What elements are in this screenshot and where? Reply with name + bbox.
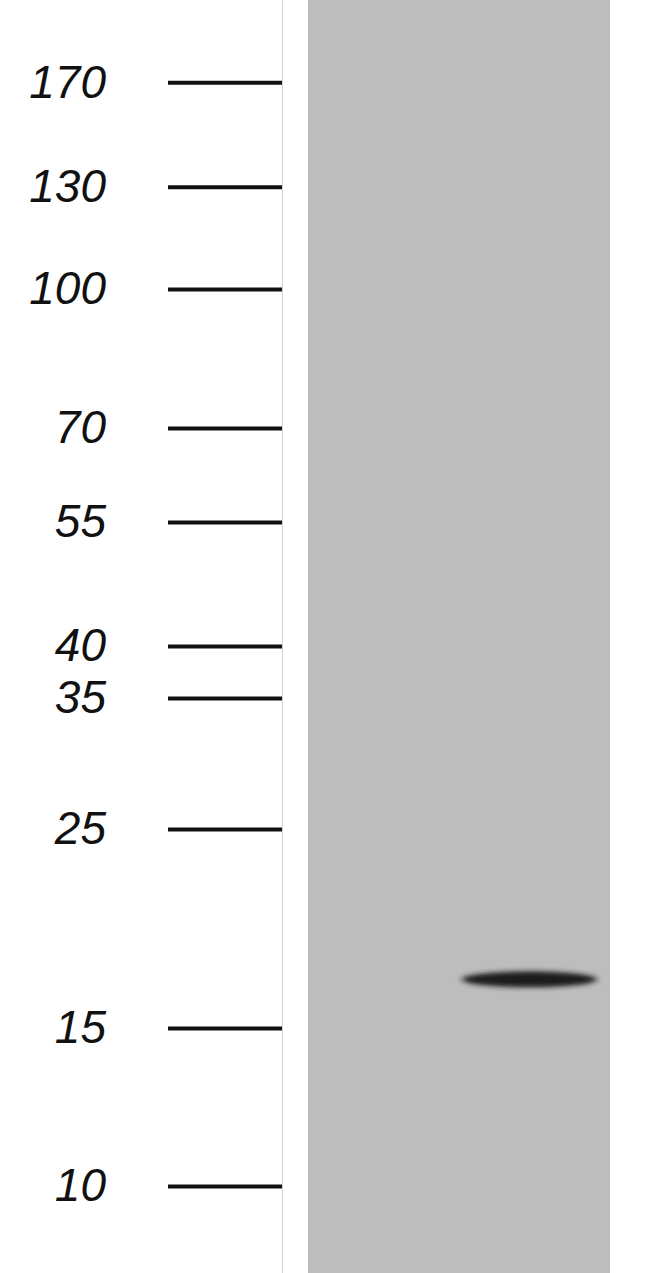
tick-mark [168, 81, 282, 85]
tick-label: 25 [54, 802, 107, 854]
tick-label: 35 [55, 671, 107, 723]
axis-line [282, 1, 283, 1273]
band [462, 971, 597, 987]
tick: 10 [55, 1159, 282, 1211]
tick-label: 70 [55, 401, 107, 453]
tick: 25 [54, 802, 282, 854]
tick-mark [168, 645, 282, 649]
tick-label: 130 [29, 160, 106, 212]
tick-label: 40 [55, 619, 107, 671]
tick: 35 [55, 671, 282, 723]
tick-mark [168, 1185, 282, 1189]
bands [462, 971, 597, 987]
tick: 70 [55, 401, 282, 453]
tick: 100 [29, 262, 282, 314]
tick-label: 100 [29, 262, 106, 314]
blot-figure: 10 15 25 3540 55 70 100 130 170 [0, 0, 650, 1273]
tick: 15 [55, 1001, 282, 1053]
tick-mark [168, 185, 282, 189]
tick-mark [168, 520, 282, 524]
tick-label: 55 [55, 495, 107, 547]
tick-label: 170 [29, 56, 106, 108]
tick-mark [168, 828, 282, 832]
lane [308, 0, 610, 1273]
tick-mark [168, 426, 282, 430]
tick: 55 [55, 495, 282, 547]
tick: 170 [29, 56, 282, 108]
marker-axis: 10 15 25 3540 55 70 100 130 170 [29, 1, 282, 1273]
tick-mark [168, 697, 282, 701]
tick: 40 [55, 619, 282, 671]
tick-mark [168, 288, 282, 292]
tick-label: 15 [55, 1001, 107, 1053]
tick-mark [168, 1027, 282, 1031]
tick: 130 [29, 160, 282, 212]
tick-label: 10 [55, 1159, 107, 1211]
